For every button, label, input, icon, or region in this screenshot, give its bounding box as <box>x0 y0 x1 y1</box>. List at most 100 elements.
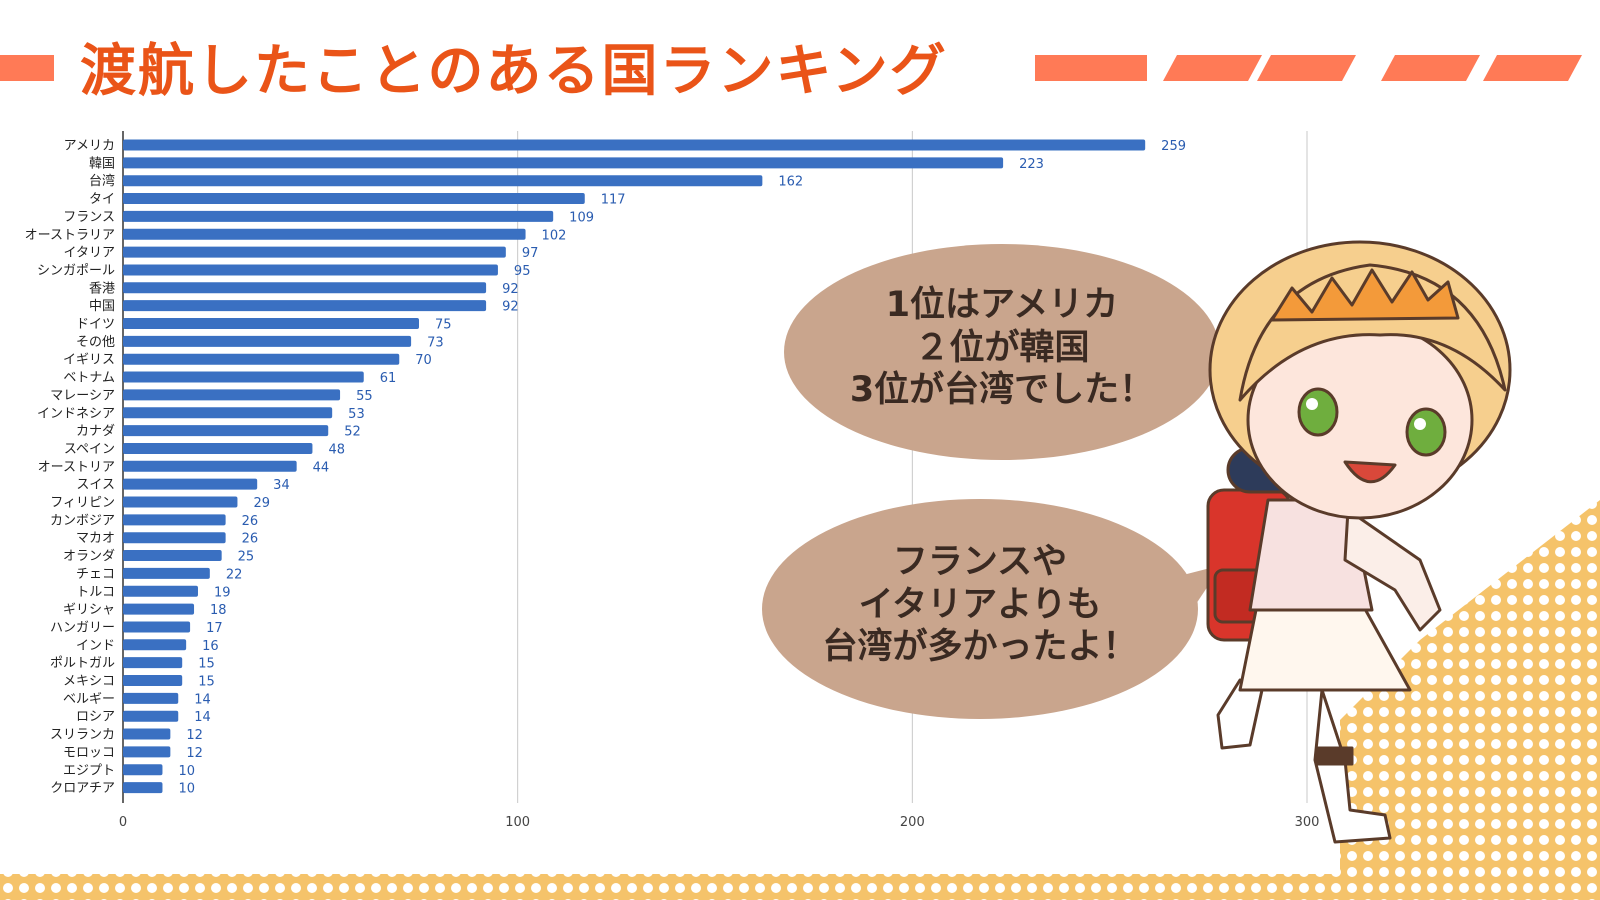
bar <box>123 139 1146 151</box>
data-label: 14 <box>194 692 211 707</box>
bar <box>123 478 258 490</box>
bar <box>123 460 297 472</box>
bar <box>123 318 419 329</box>
category-label: カンボジア <box>50 513 115 528</box>
bar <box>123 675 183 686</box>
data-label: 14 <box>194 710 211 725</box>
category-label: イギリス <box>63 353 115 368</box>
category-label: タイ <box>89 192 115 207</box>
bar <box>123 371 364 383</box>
data-label: 95 <box>514 264 531 279</box>
bar <box>123 335 412 347</box>
category-label: 中国 <box>89 299 115 314</box>
bar <box>123 782 163 794</box>
skirt <box>1238 598 1412 692</box>
category-label: ドイツ <box>76 317 115 332</box>
bubble-line: ２位が韓国 <box>914 327 1090 368</box>
data-label: 19 <box>214 585 231 600</box>
category-label: モロッコ <box>63 745 115 760</box>
category-label: ロシア <box>76 710 115 725</box>
left-accent-bar <box>0 55 54 81</box>
bar <box>123 514 226 526</box>
data-label: 15 <box>198 675 215 690</box>
bar <box>123 567 210 579</box>
bar <box>123 193 585 205</box>
data-label: 10 <box>178 782 195 797</box>
bubble-line: 台湾が多かったよ！ <box>822 627 1138 668</box>
data-label: 48 <box>328 442 345 457</box>
category-label: ギリシャ <box>63 603 115 618</box>
bottom-dot-strip <box>0 874 1600 900</box>
right-eye <box>1405 407 1447 457</box>
data-label: 70 <box>415 353 432 368</box>
data-label: 10 <box>178 764 195 779</box>
left-eye <box>1297 387 1339 437</box>
category-label: ベルギー <box>63 692 115 707</box>
bubble-line: 3位が台湾でした！ <box>849 370 1155 411</box>
speech-bubble-2-text: フランスや イタリアよりも 台湾が多かったよ！ <box>780 541 1180 669</box>
category-label: マレーシア <box>50 388 115 403</box>
category-label: スイス <box>76 478 115 493</box>
category-label: イタリア <box>64 246 115 261</box>
category-label: クロアチア <box>50 781 115 796</box>
bar <box>123 496 238 508</box>
bar <box>123 710 179 722</box>
category-label: オーストリア <box>38 460 115 475</box>
bar <box>123 728 171 740</box>
speech-bubble-1 <box>784 244 1220 460</box>
right-accent-stripe <box>1483 55 1582 81</box>
data-label: 92 <box>502 282 519 297</box>
x-tick-label: 100 <box>505 815 530 830</box>
bar <box>123 389 341 401</box>
right-accent-stripe <box>1163 55 1262 81</box>
bar <box>123 407 333 419</box>
speech-bubble-2 <box>762 499 1198 719</box>
mouth <box>1343 460 1397 484</box>
data-label: 102 <box>542 228 567 243</box>
category-label: 香港 <box>89 281 115 296</box>
bar <box>123 764 163 776</box>
x-tick-label: 300 <box>1295 815 1320 830</box>
data-label: 25 <box>238 550 255 565</box>
left-eye-highlight <box>1306 398 1318 410</box>
bar <box>123 228 526 240</box>
category-label: チェコ <box>76 567 115 582</box>
data-label: 18 <box>210 603 227 618</box>
right-accent-stripe <box>1381 55 1480 81</box>
bar <box>123 353 400 365</box>
x-tick-label: 0 <box>119 815 127 830</box>
bar <box>123 282 487 294</box>
category-label: 台湾 <box>89 173 115 189</box>
bar <box>123 692 179 704</box>
bar <box>123 246 506 258</box>
leg-band <box>1316 746 1354 766</box>
data-label: 52 <box>344 425 361 440</box>
data-label: 97 <box>522 246 539 261</box>
data-label: 15 <box>198 657 215 672</box>
data-label: 162 <box>778 175 803 190</box>
bar <box>123 550 222 562</box>
hairband <box>1270 268 1460 322</box>
data-label: 26 <box>242 532 259 547</box>
bar <box>123 603 195 615</box>
category-label: 韓国 <box>89 156 115 171</box>
category-label: カナダ <box>76 424 115 439</box>
bubble-line: フランスや <box>892 542 1068 582</box>
right-accent-bar <box>1035 55 1147 81</box>
category-label: エジプト <box>63 763 115 778</box>
bar <box>123 210 554 222</box>
category-label: インド <box>76 638 115 653</box>
data-label: 12 <box>186 728 203 743</box>
bar <box>123 157 1004 169</box>
right-eye-highlight <box>1414 418 1426 430</box>
data-label: 12 <box>186 746 203 761</box>
data-label: 29 <box>253 496 270 511</box>
bar <box>123 300 487 312</box>
category-label: マカオ <box>76 531 115 546</box>
bar <box>123 585 198 597</box>
bar <box>123 175 763 187</box>
data-label: 92 <box>502 300 519 315</box>
